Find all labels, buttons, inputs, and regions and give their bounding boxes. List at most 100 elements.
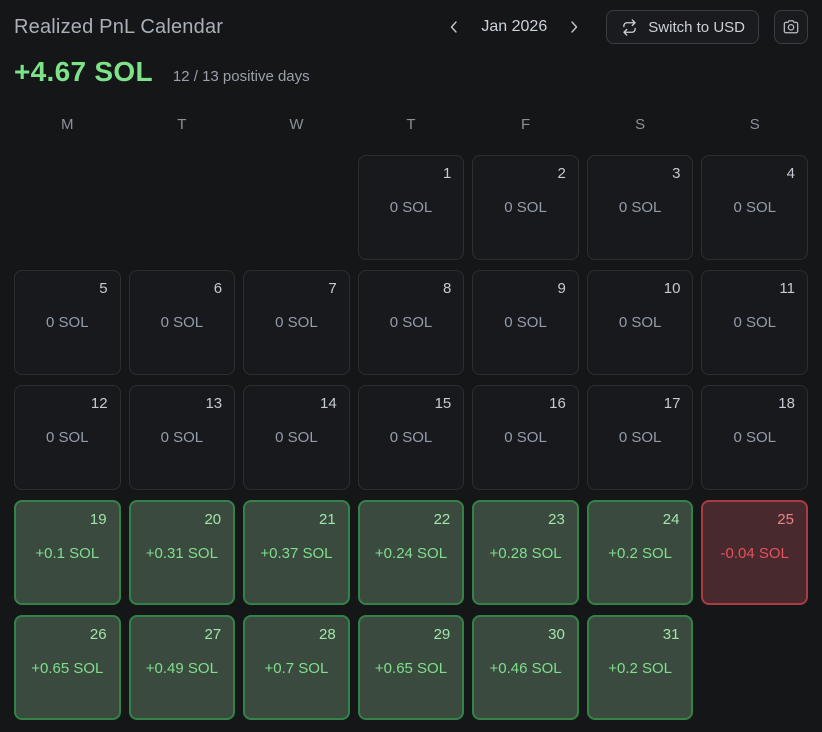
calendar-day-cell-25[interactable]: 25 -0.04 SOL [701, 500, 808, 605]
day-pnl-value: 0 SOL [504, 429, 547, 446]
chevron-left-icon [446, 19, 462, 35]
weekday-header-2: W [289, 116, 304, 133]
weekday-header-5: S [635, 116, 646, 133]
day-number: 23 [548, 511, 565, 528]
day-pnl-value: +0.24 SOL [374, 545, 448, 562]
calendar-day-cell-15[interactable]: 15 0 SOL [357, 385, 465, 490]
switch-currency-button[interactable]: Switch to USD [606, 10, 759, 44]
day-pnl-value: 0 SOL [618, 314, 662, 331]
summary-row: +4.67 SOL 12 / 13 positive days [14, 56, 808, 88]
calendar-day-cell-1[interactable]: 1 0 SOL [357, 155, 465, 260]
calendar-day-cell-31[interactable]: 31 +0.2 SOL [586, 615, 694, 720]
day-pnl-value: 0 SOL [733, 429, 776, 446]
day-number: 18 [778, 395, 795, 412]
month-label: Jan 2026 [481, 18, 548, 35]
day-pnl-value: 0 SOL [46, 314, 89, 331]
day-number: 9 [557, 280, 566, 297]
day-pnl-value: 0 SOL [389, 199, 433, 216]
weekday-header-6: S [749, 116, 760, 133]
weekday-header-1: T [177, 116, 187, 133]
day-pnl-value: -0.04 SOL [720, 545, 789, 562]
day-number: 5 [99, 280, 108, 297]
day-pnl-value: +0.2 SOL [608, 545, 673, 562]
calendar-day-cell-28[interactable]: 28 +0.7 SOL [243, 615, 350, 720]
calendar-day-cell-24[interactable]: 24 +0.2 SOL [586, 500, 694, 605]
calendar-day-cell-3[interactable]: 3 0 SOL [586, 155, 694, 260]
day-number: 13 [205, 395, 223, 412]
day-number: 4 [786, 165, 795, 182]
day-pnl-value: +0.65 SOL [374, 660, 448, 677]
day-pnl-value: 0 SOL [275, 314, 318, 331]
calendar-day-cell-14[interactable]: 14 0 SOL [243, 385, 350, 490]
calendar-day-cell-10[interactable]: 10 0 SOL [586, 270, 694, 375]
day-number: 1 [442, 165, 452, 182]
calendar-day-cell-2[interactable]: 2 0 SOL [472, 155, 579, 260]
calendar-day-cell-29[interactable]: 29 +0.65 SOL [357, 615, 465, 720]
calendar-day-cell-30[interactable]: 30 +0.46 SOL [472, 615, 579, 720]
calendar-day-cell-21[interactable]: 21 +0.37 SOL [243, 500, 350, 605]
day-number: 31 [662, 626, 680, 643]
calendar-day-cell-9[interactable]: 9 0 SOL [472, 270, 579, 375]
calendar-day-cell-19[interactable]: 19 +0.1 SOL [14, 500, 121, 605]
weekday-header-4: F [520, 116, 531, 133]
calendar-day-cell-20[interactable]: 20 +0.31 SOL [128, 500, 236, 605]
screenshot-button[interactable] [774, 10, 808, 44]
day-number: 25 [777, 511, 794, 528]
calendar-empty-cell [701, 615, 808, 720]
calendar-day-cell-13[interactable]: 13 0 SOL [128, 385, 236, 490]
day-pnl-value: +0.2 SOL [608, 660, 673, 677]
positive-days-count: 12 / 13 positive days [172, 68, 310, 85]
day-number: 14 [320, 395, 337, 412]
day-number: 24 [662, 511, 680, 528]
topbar-controls: Jan 2026 Switch to USD [440, 10, 808, 44]
calendar-day-cell-26[interactable]: 26 +0.65 SOL [14, 615, 121, 720]
day-pnl-value: +0.65 SOL [31, 660, 104, 677]
day-pnl-value: +0.7 SOL [264, 660, 329, 677]
chevron-right-icon [566, 19, 582, 35]
next-month-button[interactable] [560, 13, 588, 41]
day-number: 20 [204, 511, 222, 528]
calendar-day-cell-11[interactable]: 11 0 SOL [701, 270, 808, 375]
calendar-empty-cell [14, 155, 121, 260]
day-number: 17 [663, 395, 681, 412]
day-pnl-value: 0 SOL [160, 314, 204, 331]
calendar-day-cell-4[interactable]: 4 0 SOL [701, 155, 808, 260]
day-pnl-value: +0.49 SOL [145, 660, 218, 677]
day-number: 6 [213, 280, 223, 297]
total-pnl: +4.67 SOL [14, 56, 153, 87]
day-number: 10 [663, 280, 681, 297]
calendar-day-cell-7[interactable]: 7 0 SOL [243, 270, 350, 375]
day-pnl-value: 0 SOL [389, 314, 433, 331]
calendar-day-cell-5[interactable]: 5 0 SOL [14, 270, 121, 375]
calendar-day-cell-8[interactable]: 8 0 SOL [357, 270, 465, 375]
prev-month-button[interactable] [440, 13, 468, 41]
swap-arrows-icon [620, 18, 639, 37]
day-pnl-value: 0 SOL [46, 429, 89, 446]
top-bar: Realized PnL Calendar Jan 2026 Switch to [14, 8, 808, 46]
day-pnl-value: 0 SOL [618, 199, 662, 216]
calendar-day-cell-6[interactable]: 6 0 SOL [128, 270, 236, 375]
day-number: 3 [672, 165, 681, 182]
camera-icon [781, 17, 801, 37]
day-number: 27 [204, 626, 222, 643]
day-pnl-value: +0.1 SOL [35, 545, 100, 562]
day-pnl-value: 0 SOL [733, 199, 776, 216]
calendar-day-cell-22[interactable]: 22 +0.24 SOL [357, 500, 465, 605]
day-number: 7 [328, 280, 337, 297]
day-number: 22 [433, 511, 451, 528]
day-pnl-value: 0 SOL [504, 314, 547, 331]
calendar-day-cell-27[interactable]: 27 +0.49 SOL [128, 615, 236, 720]
day-number: 8 [442, 280, 452, 297]
day-pnl-value: 0 SOL [160, 429, 204, 446]
calendar-day-cell-12[interactable]: 12 0 SOL [14, 385, 121, 490]
day-number: 11 [779, 280, 795, 297]
calendar-day-cell-23[interactable]: 23 +0.28 SOL [472, 500, 579, 605]
day-pnl-value: 0 SOL [275, 429, 318, 446]
calendar-day-cell-18[interactable]: 18 0 SOL [701, 385, 808, 490]
day-number: 21 [319, 511, 336, 528]
weekday-header-0: M [61, 116, 74, 133]
calendar-day-cell-17[interactable]: 17 0 SOL [586, 385, 694, 490]
weekday-header-3: T [406, 116, 416, 133]
day-pnl-value: +0.37 SOL [260, 545, 333, 562]
calendar-day-cell-16[interactable]: 16 0 SOL [472, 385, 579, 490]
